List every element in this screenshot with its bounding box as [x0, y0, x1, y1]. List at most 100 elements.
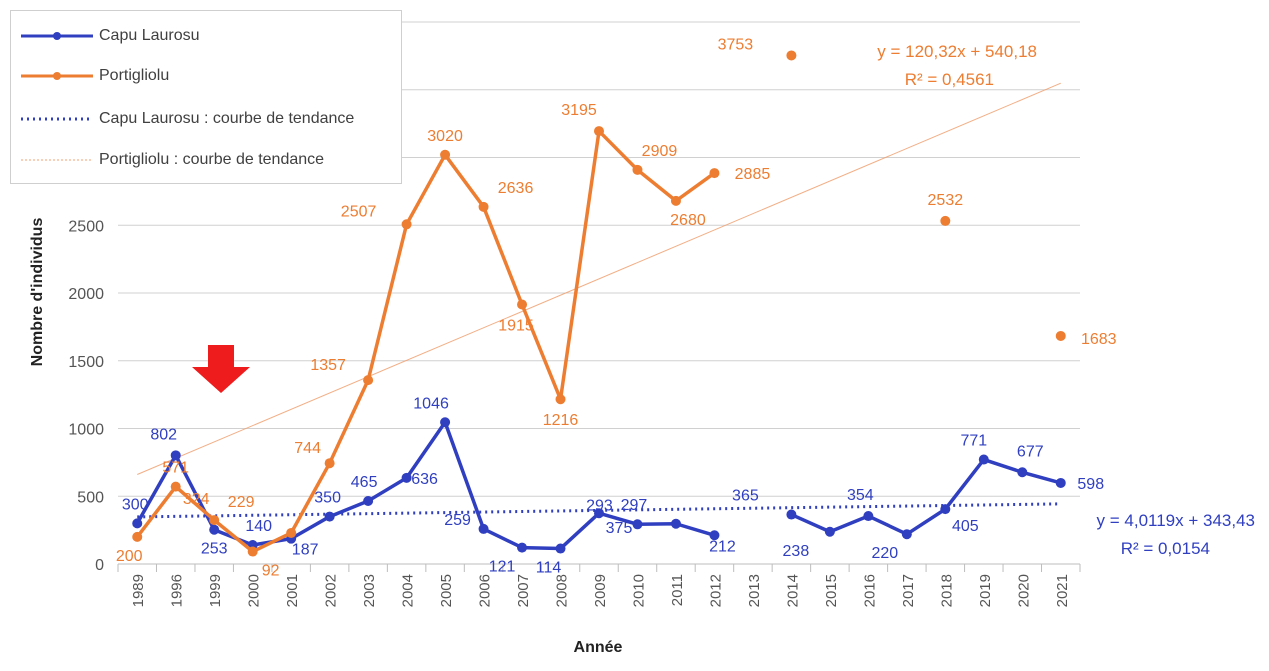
data-point-portigliolu: [247, 546, 258, 557]
x-tick-label: 2006: [477, 574, 494, 607]
data-label-capu-laurosu: 354: [847, 487, 874, 504]
data-point-capu-laurosu: [670, 518, 681, 529]
data-point-capu-laurosu: [363, 495, 374, 506]
data-point-portigliolu: [401, 219, 412, 230]
series-line-capu-laurosu: [790, 457, 1062, 536]
trend-r2-portigliolu: R² = 0,4561: [905, 70, 994, 89]
trendline-portigliolu: [137, 82, 1061, 475]
data-point-capu-laurosu: [478, 523, 489, 534]
data-label-portigliolu: 3195: [561, 102, 597, 119]
data-point-portigliolu: [940, 215, 951, 226]
series-line-portigliolu: [135, 129, 716, 554]
data-label-capu-laurosu: 375: [606, 520, 633, 537]
data-label-capu-laurosu: 238: [783, 543, 810, 560]
data-label-portigliolu: 229: [228, 494, 255, 511]
data-point-capu-laurosu: [709, 530, 720, 541]
data-label-portigliolu: 92: [262, 563, 280, 580]
legend-item-capu-laurosu-trend: Capu Laurosu : courbe de tendance: [21, 104, 354, 134]
x-tick-label: 2007: [515, 574, 532, 607]
legend-item-capu-laurosu: Capu Laurosu: [21, 21, 200, 51]
data-label-portigliolu: 1216: [543, 412, 579, 429]
data-label-portigliolu: 2636: [498, 180, 534, 197]
x-tick-label: 2017: [900, 574, 917, 607]
data-point-portigliolu: [786, 50, 797, 61]
legend-item-portigliolu-trend: Portigliolu : courbe de tendance: [21, 145, 324, 175]
data-label-capu-laurosu: 300: [122, 496, 149, 513]
legend-marker-portigliolu: [21, 72, 93, 80]
x-tick-label: 2012: [707, 574, 724, 607]
x-tick-label: 2016: [861, 574, 878, 607]
legend: Capu Laurosu Portigliolu Capu Laurosu : …: [10, 10, 402, 184]
x-tick-label: 1996: [169, 574, 186, 607]
data-label-capu-laurosu: 350: [314, 490, 341, 507]
data-label-capu-laurosu: 636: [411, 471, 438, 488]
data-point-portigliolu: [1055, 330, 1066, 341]
data-point-capu-laurosu: [824, 526, 835, 537]
data-label-capu-laurosu: 365: [732, 488, 759, 505]
y-tick-label: 0: [95, 557, 104, 574]
y-tick-label: 2500: [68, 218, 104, 235]
x-tick-label: 2009: [592, 574, 609, 607]
data-point-capu-laurosu: [401, 472, 412, 483]
data-label-capu-laurosu: 212: [709, 538, 736, 555]
data-label-portigliolu: 571: [162, 460, 189, 477]
data-label-portigliolu: 1915: [498, 318, 534, 335]
x-tick-label: 2020: [1015, 574, 1032, 607]
data-label-portigliolu: 2909: [642, 143, 678, 160]
y-tick-label: 1000: [68, 422, 104, 439]
data-label-capu-laurosu: 114: [536, 560, 562, 577]
x-tick-label: 2015: [823, 574, 840, 607]
series: [132, 50, 1066, 557]
x-tick-label: 2008: [554, 574, 571, 607]
data-point-capu-laurosu: [1017, 467, 1028, 478]
data-point-portigliolu: [440, 149, 451, 160]
data-point-capu-laurosu: [170, 450, 181, 461]
data-point-capu-laurosu: [901, 529, 912, 540]
data-point-capu-laurosu: [863, 511, 874, 522]
legend-label: Capu Laurosu: [99, 27, 200, 44]
data-label-capu-laurosu: 465: [351, 474, 378, 491]
data-point-capu-laurosu: [517, 542, 528, 553]
data-point-portigliolu: [670, 195, 681, 206]
data-point-portigliolu: [132, 531, 143, 542]
data-point-portigliolu: [555, 394, 566, 405]
data-point-capu-laurosu: [978, 454, 989, 465]
data-label-portigliolu: 744: [294, 440, 321, 457]
y-tick-label: 1500: [68, 354, 104, 371]
data-label-capu-laurosu: 220: [871, 545, 898, 562]
trend-r2-capu-laurosu: R² = 0,0154: [1121, 539, 1210, 558]
data-point-capu-laurosu: [594, 508, 604, 519]
data-label-capu-laurosu: 253: [201, 541, 228, 558]
data-label-portigliolu: 1683: [1081, 331, 1117, 348]
data-label-capu-laurosu: 187: [292, 542, 319, 559]
legend-label: Capu Laurosu : courbe de tendance: [99, 110, 355, 127]
data-label-capu-laurosu: 677: [1017, 443, 1044, 460]
legend-marker-capu-laurosu-trend: [21, 117, 93, 121]
down-arrow-icon: [192, 345, 250, 393]
y-tick-label: 500: [77, 489, 104, 506]
data-label-capu-laurosu: 771: [960, 433, 987, 450]
data-point-capu-laurosu: [1055, 477, 1066, 488]
x-tick-label: 1999: [207, 574, 224, 607]
data-labels: 300 802 253 140 187 350 465 636 1046 259 121 114 375…: [116, 36, 1117, 579]
x-tick-label: 2003: [361, 574, 378, 607]
legend-label: Portigliolu: [99, 67, 170, 84]
x-axis-title: Année: [574, 639, 623, 656]
data-label-capu-laurosu: 598: [1077, 476, 1104, 493]
data-label-portigliolu: 324: [183, 491, 210, 508]
x-tick-label: 2021: [1054, 574, 1071, 607]
data-label-portigliolu: 200: [116, 548, 143, 565]
y-axis-title: Nombre d'individus: [29, 218, 46, 367]
x-tick-label: 2002: [323, 574, 340, 607]
data-label-portigliolu: 3020: [427, 128, 463, 145]
x-tick-label: 2004: [400, 574, 417, 607]
data-label-capu-laurosu: 405: [952, 518, 979, 535]
legend-marker-capu-laurosu: [21, 32, 93, 40]
data-point-capu-laurosu: [786, 509, 797, 520]
x-tick-label: 2011: [669, 574, 686, 606]
data-label-capu-laurosu: 121: [489, 559, 516, 576]
data-point-capu-laurosu: [132, 518, 143, 529]
x-tick-label: 2000: [246, 574, 263, 607]
legend-item-portigliolu: Portigliolu: [21, 61, 169, 91]
x-tick-label: 2010: [630, 574, 647, 607]
